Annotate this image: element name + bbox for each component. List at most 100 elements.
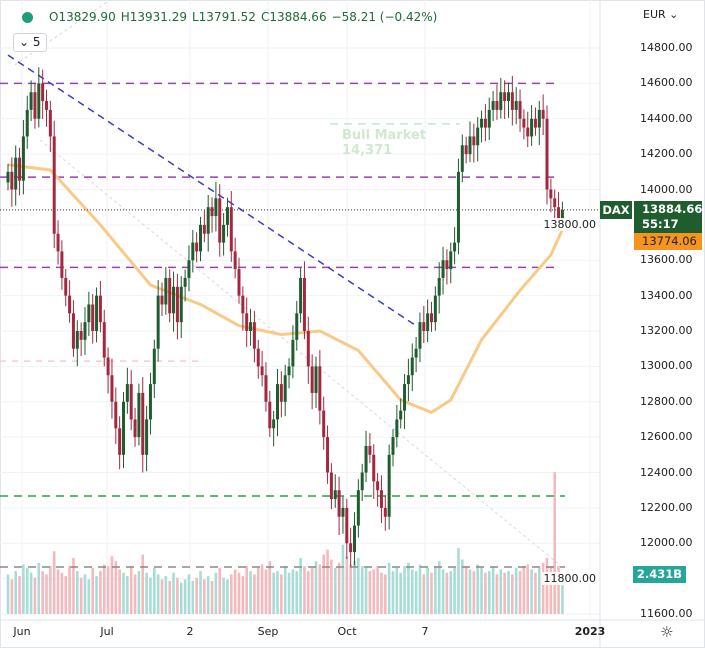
volume-bar — [541, 562, 545, 614]
volume-bar — [272, 572, 275, 614]
candle-body — [553, 198, 557, 208]
candle-body — [199, 224, 202, 252]
candle-body — [279, 384, 283, 402]
volume-bar — [218, 567, 222, 614]
candle-body — [10, 171, 14, 190]
candle-body — [406, 375, 410, 385]
currency-selector[interactable]: EUR ⌄ — [643, 8, 678, 21]
candle-body — [326, 437, 330, 473]
price-tick-label: 12400.00 — [640, 465, 693, 479]
candle-body — [37, 83, 41, 119]
candle-body — [387, 454, 391, 517]
settings-icon[interactable]: ☼ — [660, 623, 674, 641]
volume-bar — [210, 581, 214, 614]
volume-bar — [203, 579, 206, 614]
price-tick-label: 12800.00 — [640, 394, 693, 408]
volume-bar — [102, 564, 106, 614]
volume-bar — [253, 574, 256, 614]
candle-body — [468, 136, 472, 155]
time-tick-label: 2023 — [574, 625, 606, 638]
volume-bar — [449, 571, 453, 614]
volume-bar — [245, 566, 248, 614]
candle-body — [503, 92, 507, 102]
candle-body — [510, 92, 514, 110]
candle-body — [533, 118, 537, 128]
volume-bar — [129, 566, 133, 614]
candle-body — [453, 242, 457, 252]
candle-body — [168, 277, 172, 314]
last-price: 13884.66 — [642, 202, 703, 216]
last-price-badge: 13884.66 55:17 — [634, 201, 702, 233]
volume-bar — [384, 574, 387, 614]
candle-body — [433, 295, 437, 323]
candle-body — [314, 366, 318, 393]
volume-bar — [399, 572, 402, 614]
volume-bar — [106, 566, 110, 614]
candle-body — [264, 375, 268, 402]
bull-market-annotation: Bull Market — [342, 128, 426, 143]
guide-line — [39, 139, 561, 566]
candle-body — [430, 313, 433, 323]
currency-label: EUR — [643, 8, 666, 21]
candle-body — [499, 92, 503, 110]
candle-body — [349, 543, 353, 553]
candle-body — [483, 118, 487, 128]
volume-bar — [114, 561, 118, 614]
guide-line — [14, 0, 111, 66]
volume-bar — [141, 554, 145, 614]
volume-bar — [164, 576, 168, 614]
candle-body — [233, 251, 237, 270]
volume-bar — [403, 566, 406, 614]
volume-bar — [376, 566, 379, 614]
candle-body — [179, 286, 183, 323]
candle-body — [191, 242, 195, 261]
price-tick-label: 13000.00 — [640, 359, 693, 373]
candle-body — [68, 295, 72, 314]
candle-body — [33, 92, 37, 119]
volume-bar — [299, 557, 302, 614]
volume-bar — [191, 581, 195, 614]
candle-body — [364, 445, 368, 473]
candle-body — [160, 295, 164, 305]
candle-body — [152, 348, 156, 385]
candle-body — [225, 207, 229, 225]
volume-bar — [153, 567, 156, 614]
volume-bar — [453, 567, 456, 614]
candle-body — [379, 490, 383, 508]
candle-body — [464, 145, 468, 155]
volume-bar — [233, 569, 237, 614]
candle-body — [530, 118, 534, 137]
candle-body — [368, 445, 372, 455]
price-tick-label: 13600.00 — [640, 253, 693, 267]
volume-bar — [476, 564, 479, 614]
candle-body — [418, 322, 422, 349]
volume-bar — [291, 569, 295, 614]
price-tick-label: 14200.00 — [640, 147, 693, 161]
candle-body — [83, 322, 87, 340]
time-tick-label: 7 — [421, 625, 429, 638]
candle-body — [214, 198, 218, 217]
candle-body — [299, 277, 303, 314]
time-tick-label: 2 — [186, 625, 194, 638]
candle-body — [395, 419, 399, 438]
volume-bar — [514, 567, 518, 614]
volume-bar — [341, 544, 345, 614]
candle-body — [422, 322, 426, 332]
candle-body — [333, 490, 337, 500]
volume-bar — [380, 572, 383, 614]
volume-bar — [145, 572, 148, 614]
volume-bar — [280, 574, 283, 614]
candle-body — [229, 207, 233, 252]
time-tick-label: Oct — [337, 625, 357, 638]
candle-body — [52, 136, 56, 234]
indicator-toggle-button[interactable]: ⌄ 5 — [13, 33, 47, 52]
volume-bar — [37, 562, 41, 614]
volume-bar — [149, 577, 152, 614]
candle-body — [472, 136, 476, 146]
volume-bar — [484, 572, 487, 614]
volume-bar — [441, 569, 445, 614]
volume-bar — [87, 579, 91, 614]
close-value: C13884.66 — [260, 10, 327, 24]
candle-body — [21, 136, 25, 181]
